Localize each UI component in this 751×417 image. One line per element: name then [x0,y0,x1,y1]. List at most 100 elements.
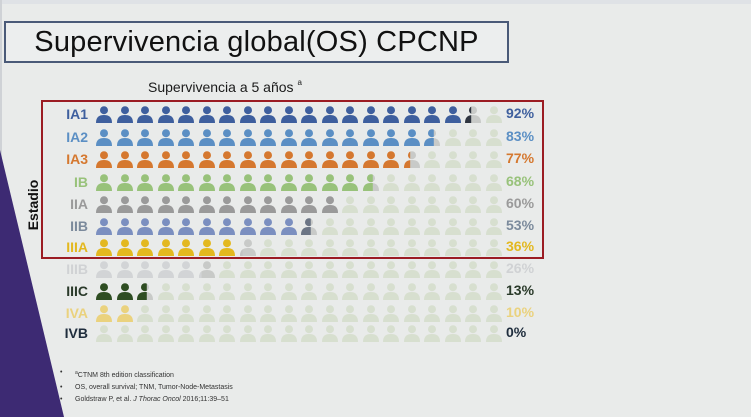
person-icon [299,304,320,322]
person-icon [402,150,423,168]
person-icon [258,173,279,191]
person-icon [463,195,484,213]
person-icon [381,150,402,168]
percent-label: 10% [506,304,535,320]
person-icons [94,282,504,300]
person-icon [217,260,238,278]
percent-label: 0% [506,324,527,340]
person-icon [94,282,115,300]
stage-label: IA1 [66,106,88,122]
percent-label: 83% [506,128,535,144]
person-icon [320,128,341,146]
stage-label: IA3 [66,151,88,167]
person-icon [361,304,382,322]
person-icon [402,195,423,213]
person-icon [176,304,197,322]
person-icon [94,324,115,342]
person-icon [443,324,464,342]
person-icon [299,324,320,342]
person-icon [197,150,218,168]
chart-row-ia1: IA1 [52,103,504,125]
person-icon [422,105,443,123]
person-icon [238,150,259,168]
stage-label: IIA [70,196,88,212]
person-icon [176,128,197,146]
person-icon [238,324,259,342]
person-icon [115,150,136,168]
chart-subtitle: Supervivencia a 5 años a [148,78,648,95]
chart-row-ia3: IA3 [52,148,504,170]
person-icon [299,282,320,300]
person-icons [94,128,504,146]
footnotes: aCTNM 8th edition classification OS, ove… [60,367,233,406]
chart-row-iva: IVA [52,302,504,324]
person-icon [361,173,382,191]
footnote-1: aCTNM 8th edition classification [60,367,233,382]
person-icon [279,173,300,191]
person-icon [463,260,484,278]
person-icon [443,217,464,235]
person-icon [443,150,464,168]
person-icon [197,217,218,235]
person-icon [176,238,197,256]
person-icon [340,128,361,146]
person-icon [217,150,238,168]
person-icon [463,105,484,123]
person-icon [115,282,136,300]
person-icon [279,324,300,342]
person-icon [320,304,341,322]
person-icon [238,128,259,146]
person-icon [279,150,300,168]
percent-label: 36% [506,238,535,254]
person-icon [381,304,402,322]
person-icon [340,173,361,191]
person-icon [340,282,361,300]
person-icon [340,260,361,278]
slide-title-box: Supervivencia global(OS) CPCNP [4,21,509,63]
footnote-3: Goldstraw P, et al. J Thorac Oncol 2016;… [60,394,233,406]
person-icon [463,324,484,342]
person-icons [94,150,504,168]
person-icon [115,217,136,235]
person-icon [176,217,197,235]
person-icon [320,260,341,278]
person-icon [135,324,156,342]
person-icon [443,195,464,213]
person-icon [381,195,402,213]
person-icon [299,238,320,256]
person-icon [299,217,320,235]
person-icon [176,105,197,123]
person-icon [484,282,505,300]
person-icon [115,195,136,213]
person-icon [258,128,279,146]
person-icon [258,260,279,278]
person-icon [422,195,443,213]
person-icons [94,195,504,213]
stage-label: IB [74,174,88,190]
person-icon [320,150,341,168]
stage-label: IIIA [66,239,88,255]
person-icon [115,105,136,123]
person-icons [94,304,504,322]
person-icon [402,260,423,278]
person-icon [217,238,238,256]
person-icon [443,282,464,300]
top-border [0,0,751,4]
slide-title: Supervivencia global(OS) CPCNP [34,25,479,58]
person-icon [135,173,156,191]
person-icon [320,282,341,300]
person-icon [361,150,382,168]
person-icon [320,324,341,342]
person-icon [422,324,443,342]
person-icon [197,105,218,123]
person-icon [94,304,115,322]
person-icon [422,282,443,300]
person-icon [484,304,505,322]
person-icon [135,150,156,168]
person-icon [156,150,177,168]
person-icon [279,105,300,123]
person-icon [156,260,177,278]
person-icons [94,260,504,278]
person-icon [422,304,443,322]
percent-label: 68% [506,173,535,189]
